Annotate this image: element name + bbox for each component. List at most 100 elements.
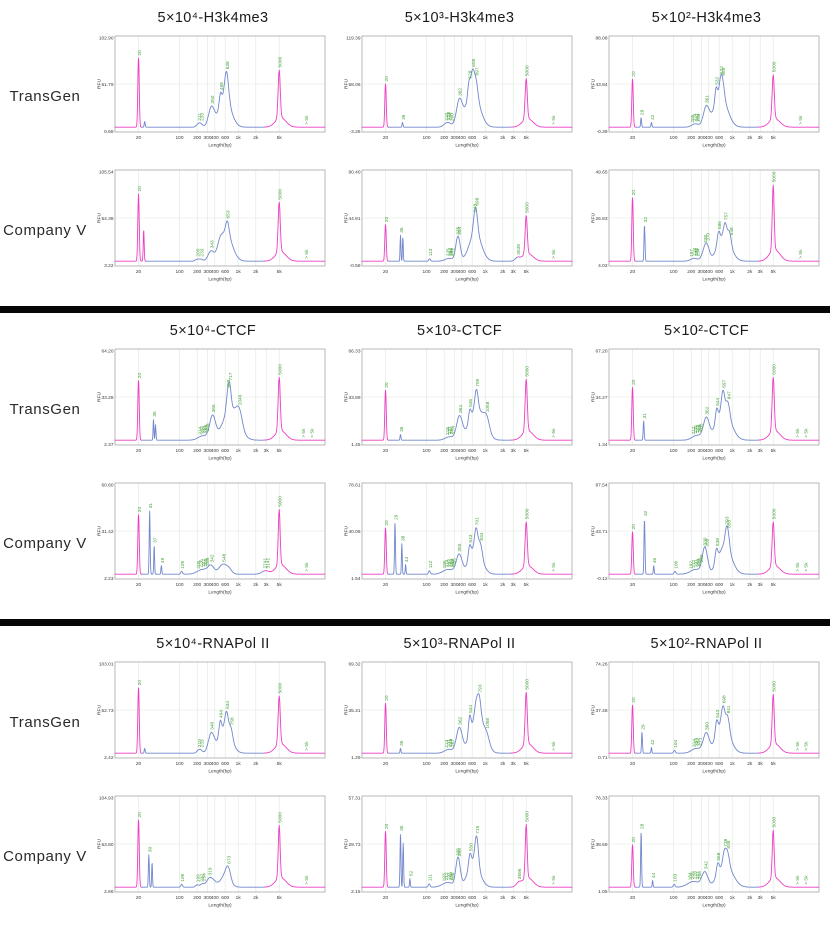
svg-text:5k: 5k bbox=[277, 269, 283, 275]
svg-text:300: 300 bbox=[203, 269, 211, 275]
chart-title: 5×10³-CTCF bbox=[417, 323, 502, 339]
svg-text:288: 288 bbox=[698, 554, 704, 562]
svg-text:1k: 1k bbox=[729, 448, 735, 454]
upper-marker-trace bbox=[757, 184, 819, 262]
grid-lines bbox=[115, 349, 325, 445]
svg-text:20: 20 bbox=[629, 269, 635, 275]
lower-marker-trace bbox=[608, 78, 637, 128]
svg-text:200: 200 bbox=[687, 761, 695, 767]
svg-text:100: 100 bbox=[669, 448, 677, 454]
svg-text:-0.58: -0.58 bbox=[349, 263, 360, 269]
svg-text:109: 109 bbox=[180, 873, 186, 881]
svg-text:948: 948 bbox=[729, 227, 735, 235]
svg-text:342: 342 bbox=[209, 554, 215, 562]
electropherogram-chart: 20 36 213 231 249 267 362 544 793 1058 5000 > 5k 69.… bbox=[340, 657, 580, 788]
svg-text:43.71: 43.71 bbox=[595, 529, 607, 535]
svg-text:20: 20 bbox=[137, 812, 143, 818]
svg-text:233: 233 bbox=[693, 738, 699, 746]
svg-text:200: 200 bbox=[440, 582, 448, 588]
lower-marker-trace bbox=[608, 197, 637, 262]
svg-text:1k: 1k bbox=[236, 448, 242, 454]
lower-marker-trace bbox=[361, 702, 390, 754]
svg-text:> 5k: > 5k bbox=[803, 562, 809, 572]
x-axis-labels: 20 100 200 300 400 600 1k 2k 3k 5k Length(bp) bbox=[382, 761, 529, 775]
y-axis-title: RFU bbox=[343, 79, 349, 89]
svg-text:1k: 1k bbox=[236, 135, 242, 141]
svg-text:254: 254 bbox=[202, 873, 208, 881]
y-axis-labels: 105.54 54.38 3.22 RFU bbox=[97, 170, 114, 270]
svg-text:847: 847 bbox=[726, 391, 732, 399]
svg-text:3k: 3k bbox=[264, 448, 270, 454]
x-axis-title: Length(bp) bbox=[208, 903, 232, 909]
svg-text:212: 212 bbox=[691, 426, 697, 434]
svg-text:228: 228 bbox=[445, 112, 451, 120]
svg-text:2k: 2k bbox=[747, 895, 753, 901]
svg-text:2k: 2k bbox=[253, 582, 259, 588]
svg-text:> 5k: > 5k bbox=[794, 875, 800, 885]
svg-text:-0.39: -0.39 bbox=[596, 129, 607, 135]
svg-text:232: 232 bbox=[446, 559, 452, 567]
svg-text:37.48: 37.48 bbox=[595, 708, 607, 714]
y-axis-labels: 66.33 33.89 1.45 RFU bbox=[343, 349, 360, 449]
svg-text:214: 214 bbox=[197, 426, 203, 434]
plot-border bbox=[114, 348, 326, 446]
svg-text:5k: 5k bbox=[523, 269, 529, 275]
plot-border bbox=[361, 661, 572, 759]
svg-text:2k: 2k bbox=[500, 895, 506, 901]
y-axis-labels: 103.01 52.73 2.42 RFU bbox=[97, 662, 114, 762]
svg-text:5k: 5k bbox=[523, 761, 529, 767]
sample-trace bbox=[635, 73, 759, 128]
svg-text:> 5k: > 5k bbox=[794, 562, 800, 572]
svg-text:697: 697 bbox=[474, 67, 480, 75]
x-axis-title: Length(bp) bbox=[455, 903, 479, 909]
svg-text:200: 200 bbox=[193, 761, 201, 767]
svg-text:5k: 5k bbox=[770, 582, 776, 588]
svg-text:> 5k: > 5k bbox=[803, 428, 809, 438]
svg-text:> 5k: > 5k bbox=[304, 249, 310, 259]
svg-text:20: 20 bbox=[137, 186, 143, 192]
svg-text:20: 20 bbox=[630, 190, 636, 196]
svg-text:793: 793 bbox=[477, 684, 483, 692]
plot-border bbox=[608, 348, 819, 446]
sample-trace bbox=[635, 832, 759, 888]
svg-text:20: 20 bbox=[382, 448, 388, 454]
grid-lines bbox=[361, 349, 572, 445]
svg-text:715: 715 bbox=[475, 825, 481, 833]
svg-text:2k: 2k bbox=[253, 269, 259, 275]
svg-text:709: 709 bbox=[474, 378, 480, 386]
svg-text:543: 543 bbox=[715, 709, 721, 717]
svg-text:1k: 1k bbox=[236, 895, 242, 901]
svg-text:600: 600 bbox=[468, 135, 476, 141]
y-axis-labels: 102.90 51.79 0.68 RFU bbox=[97, 36, 114, 136]
svg-text:218: 218 bbox=[691, 248, 697, 256]
svg-text:113: 113 bbox=[428, 248, 434, 256]
svg-text:100: 100 bbox=[422, 269, 430, 275]
svg-text:100: 100 bbox=[175, 582, 183, 588]
svg-text:1058: 1058 bbox=[485, 718, 491, 729]
svg-text:285: 285 bbox=[451, 558, 457, 566]
svg-text:249: 249 bbox=[448, 738, 454, 746]
svg-text:3k: 3k bbox=[757, 582, 763, 588]
svg-text:2k: 2k bbox=[747, 582, 753, 588]
svg-text:218: 218 bbox=[444, 427, 450, 435]
svg-text:400: 400 bbox=[704, 135, 712, 141]
svg-text:354: 354 bbox=[457, 227, 463, 235]
svg-text:5k: 5k bbox=[770, 135, 776, 141]
y-axis-labels: 69.32 35.31 1.29 RFU bbox=[343, 662, 360, 762]
svg-text:42: 42 bbox=[649, 114, 655, 120]
svg-text:5000: 5000 bbox=[771, 364, 777, 375]
plot-border bbox=[114, 35, 326, 133]
svg-text:5000: 5000 bbox=[524, 679, 530, 690]
svg-text:300: 300 bbox=[450, 582, 458, 588]
svg-text:214: 214 bbox=[444, 559, 450, 567]
svg-text:400: 400 bbox=[704, 761, 712, 767]
lower-marker-trace bbox=[114, 193, 147, 262]
svg-text:362: 362 bbox=[457, 88, 463, 96]
svg-text:248: 248 bbox=[695, 424, 701, 432]
y-axis-title: RFU bbox=[590, 79, 596, 89]
grid-lines bbox=[361, 662, 572, 758]
lower-marker-trace bbox=[114, 819, 143, 888]
